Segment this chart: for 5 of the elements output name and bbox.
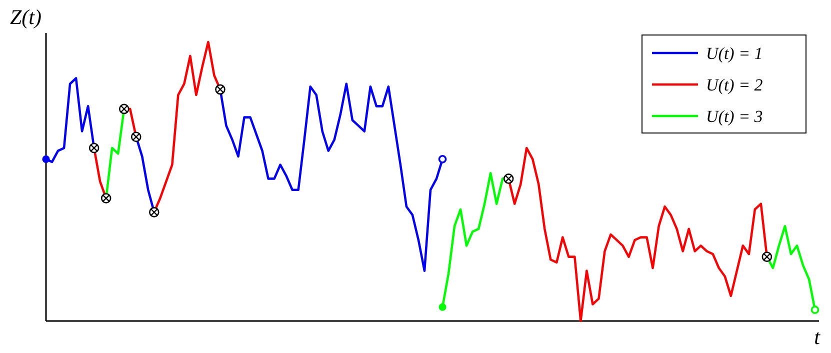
legend-label: U(t) = 3 bbox=[706, 107, 763, 126]
x-axis-title: t bbox=[814, 325, 822, 349]
y-axis-title: Z(t) bbox=[10, 5, 42, 29]
legend-label: U(t) = 2 bbox=[706, 76, 764, 94]
legend-label: U(t) = 1 bbox=[706, 44, 763, 63]
